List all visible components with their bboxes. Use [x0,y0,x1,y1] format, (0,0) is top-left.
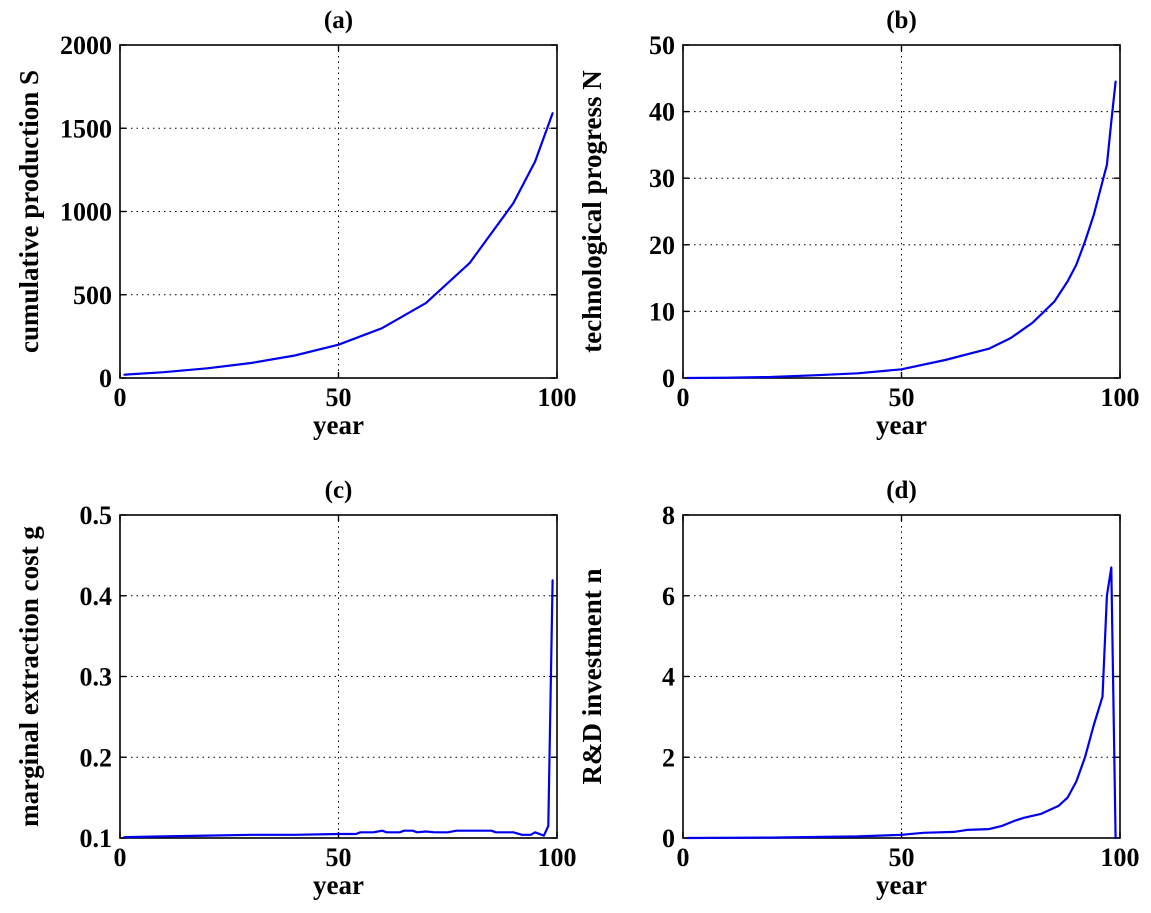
y-tick-label: 1500 [60,114,112,143]
x-tick-label: 50 [326,383,352,412]
x-tick-label: 100 [538,383,577,412]
y-tick-label: 4 [662,663,675,692]
x-axis-label: year [876,410,927,440]
chart-panel-a: 0 50 1000500100015002000(a)yearcumulative … [14,7,577,440]
y-axis-label: technological progress N [577,70,607,353]
y-tick-label: 10 [649,297,675,326]
chart-panel-d: 0 50 100 0 2 4 6 8 (d) year R&D investment n [577,477,1140,900]
x-axis-label: year [313,870,364,900]
y-tick-label: 0.5 [80,501,113,530]
x-tick-label: 100 [1101,843,1140,872]
y-tick-label: 0 [99,364,112,393]
x-tick-label: 50 [326,843,352,872]
chart-title: (b) [886,7,917,34]
x-tick-label: 0 [677,383,690,412]
chart-title: (d) [886,477,917,504]
x-axis-label: year [876,870,927,900]
y-tick-label: 40 [649,98,675,127]
y-tick-label: 0 [662,364,675,393]
y-tick-label: 6 [662,582,675,611]
y-tick-label: 0.1 [80,824,113,853]
x-tick-label: 50 [889,843,915,872]
x-tick-label: 100 [1101,383,1140,412]
y-tick-label: 0.3 [80,663,113,692]
chart-title: (a) [324,7,353,34]
y-axis-label: R&D investment n [577,569,607,785]
series-line [123,579,554,839]
x-axis-label: year [313,410,364,440]
y-tick-label: 1000 [60,198,112,227]
y-tick-label: 2 [662,743,675,772]
x-tick-label: 0 [114,843,127,872]
y-tick-label: 50 [649,31,675,60]
series-line [686,566,1117,840]
y-axis-label: marginal extraction cost g [14,526,44,827]
plot-frame [119,514,558,839]
y-tick-label: 8 [662,501,675,530]
series-line [686,80,1117,380]
y-tick-label: 2000 [60,31,112,60]
y-tick-label: 500 [73,281,112,310]
y-tick-label: 30 [649,164,675,193]
y-tick-label: 0.4 [80,582,113,611]
chart-panel-b: 0 50 100 0 10 20 30 40 50 (b) year technological pr… [577,7,1140,440]
series-line [123,112,554,376]
plot-frame [682,514,1121,839]
y-tick-label: 0.2 [80,743,113,772]
y-tick-label: 20 [649,231,675,260]
chart-panel-c: 0 50 100 0.1 0.2 0.3 0.4 0.5 (c) year marginal ext… [14,477,577,900]
x-tick-label: 0 [677,843,690,872]
x-tick-label: 0 [114,383,127,412]
x-tick-label: 50 [889,383,915,412]
y-tick-label: 0 [662,824,675,853]
chart-title: (c) [325,477,353,504]
y-axis-label: cumulative production S [14,70,44,353]
x-tick-label: 100 [538,843,577,872]
